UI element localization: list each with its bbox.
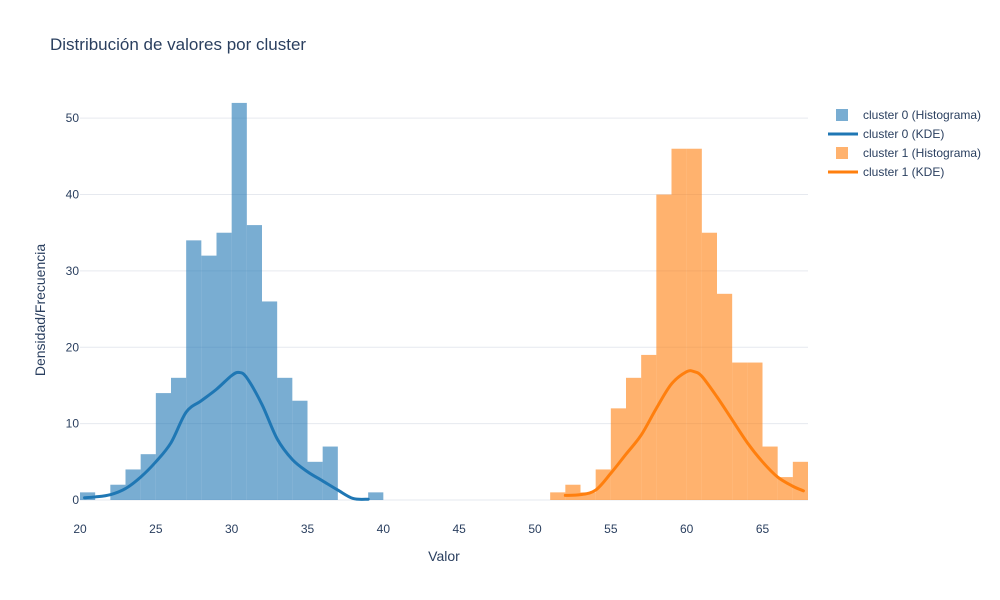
x-tick-label: 65 — [756, 522, 770, 536]
y-tick-label: 50 — [66, 111, 80, 125]
axis-layer: 0 10 20 30 40 50 20 25 30 35 40 45 50 55 60 65 — [66, 111, 770, 536]
histogram-bar[interactable] — [307, 461, 323, 500]
histogram-bar[interactable] — [610, 408, 626, 500]
histogram-bar[interactable] — [565, 484, 581, 500]
x-tick-label: 25 — [149, 522, 163, 536]
histogram-bar[interactable] — [292, 400, 308, 500]
legend-item[interactable]: cluster 1 (Histograma) — [836, 146, 981, 160]
histogram-bar[interactable] — [140, 454, 156, 500]
y-axis-title: Densidad/Frecuencia — [32, 244, 48, 377]
legend-swatch — [836, 147, 848, 159]
histogram-bar[interactable] — [186, 240, 202, 500]
kde-layer — [83, 369, 805, 501]
y-tick-label: 40 — [66, 188, 80, 202]
legend-label: cluster 0 (KDE) — [863, 127, 944, 141]
histogram-bar[interactable] — [792, 461, 808, 500]
histogram-bar[interactable] — [216, 232, 232, 500]
legend-label: cluster 0 (Histograma) — [863, 108, 981, 122]
legend-label: cluster 1 (KDE) — [863, 165, 944, 179]
histogram-bar[interactable] — [580, 492, 596, 500]
x-tick-label: 35 — [301, 522, 315, 536]
legend-item[interactable]: cluster 1 (KDE) — [828, 165, 944, 179]
x-tick-label: 55 — [604, 522, 618, 536]
histogram-bar[interactable] — [717, 293, 733, 500]
legend[interactable]: cluster 0 (Histograma) cluster 0 (KDE) clu… — [828, 108, 981, 179]
histogram-bar[interactable] — [656, 194, 672, 500]
x-tick-label: 40 — [377, 522, 391, 536]
histogram-bar[interactable] — [626, 377, 642, 500]
y-tick-label: 20 — [66, 340, 80, 354]
histogram-bar[interactable] — [277, 377, 293, 500]
histogram-bar[interactable] — [155, 393, 171, 500]
x-tick-label: 45 — [452, 522, 466, 536]
histogram-bar[interactable] — [762, 446, 778, 500]
histogram-bar[interactable] — [246, 225, 262, 500]
x-tick-label: 60 — [680, 522, 694, 536]
histogram-bar[interactable] — [171, 377, 187, 500]
x-axis-title: Valor — [428, 548, 460, 564]
histogram-bar[interactable] — [671, 148, 687, 500]
histogram-bar[interactable] — [641, 354, 657, 500]
histogram-bar[interactable] — [322, 446, 338, 500]
y-tick-label: 0 — [72, 493, 79, 507]
histogram-bar[interactable] — [368, 492, 384, 500]
y-tick-label: 30 — [66, 264, 80, 278]
histogram-bar[interactable] — [701, 232, 717, 500]
histogram-bar[interactable] — [550, 492, 566, 500]
x-tick-label: 50 — [528, 522, 542, 536]
histogram-bar[interactable] — [201, 255, 217, 500]
legend-label: cluster 1 (Histograma) — [863, 146, 981, 160]
chart-title: Distribución de valores por cluster — [50, 35, 306, 54]
legend-item[interactable]: cluster 0 (Histograma) — [836, 108, 981, 122]
histogram-bar[interactable] — [262, 301, 278, 500]
x-tick-label: 20 — [73, 522, 87, 536]
kde-line[interactable] — [83, 370, 370, 501]
histogram-bar[interactable] — [747, 362, 763, 500]
bars-layer — [80, 102, 808, 500]
histogram-bar[interactable] — [686, 148, 702, 500]
legend-swatch — [836, 109, 848, 121]
y-tick-label: 10 — [66, 417, 80, 431]
x-tick-label: 30 — [225, 522, 239, 536]
histogram-bar[interactable] — [231, 102, 247, 500]
legend-item[interactable]: cluster 0 (KDE) — [828, 127, 944, 141]
kde-line[interactable] — [563, 369, 805, 497]
